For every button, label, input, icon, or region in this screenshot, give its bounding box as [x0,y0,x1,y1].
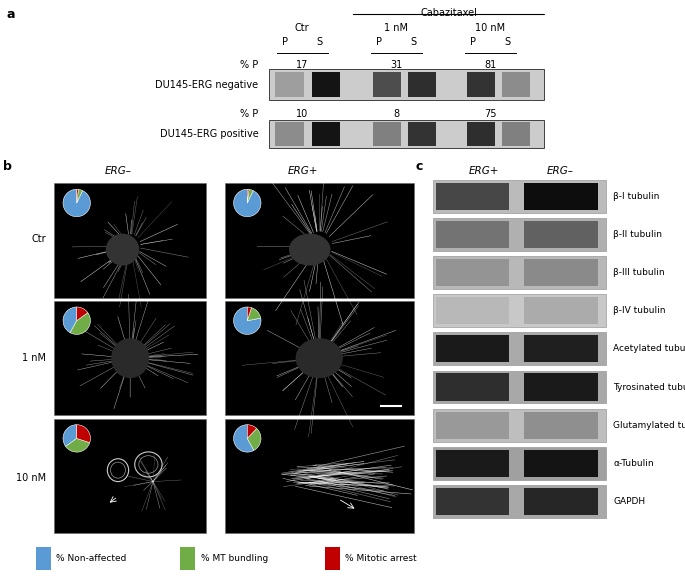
Text: P: P [377,37,382,48]
FancyBboxPatch shape [436,221,509,248]
FancyBboxPatch shape [525,450,598,477]
FancyBboxPatch shape [525,183,598,210]
FancyBboxPatch shape [525,259,598,286]
FancyBboxPatch shape [525,221,598,248]
FancyBboxPatch shape [433,371,606,404]
FancyBboxPatch shape [269,69,544,100]
Text: % P: % P [240,108,258,119]
Text: 10: 10 [296,108,308,119]
Text: 8: 8 [393,108,399,119]
Text: Tyrosinated tubulin: Tyrosinated tubulin [613,383,685,392]
FancyBboxPatch shape [433,409,606,441]
FancyBboxPatch shape [436,183,509,210]
FancyBboxPatch shape [180,547,195,570]
Text: Glutamylated tubulin: Glutamylated tubulin [613,420,685,430]
FancyBboxPatch shape [433,218,606,251]
FancyBboxPatch shape [525,412,598,438]
FancyBboxPatch shape [466,122,495,146]
Text: ERG+: ERG+ [288,166,318,176]
FancyBboxPatch shape [312,122,340,146]
Text: 75: 75 [484,108,497,119]
FancyBboxPatch shape [54,301,206,415]
Text: S: S [316,37,322,48]
FancyBboxPatch shape [436,412,509,438]
FancyBboxPatch shape [433,294,606,327]
FancyBboxPatch shape [433,447,606,480]
Text: β-III tubulin: β-III tubulin [613,268,664,277]
Text: 10 nM: 10 nM [16,473,46,483]
Text: β-II tubulin: β-II tubulin [613,230,662,239]
FancyBboxPatch shape [54,183,206,298]
Text: Ctr: Ctr [295,23,310,34]
FancyBboxPatch shape [373,122,401,146]
Text: P: P [282,37,288,48]
Text: c: c [415,160,423,173]
Text: S: S [410,37,416,48]
FancyBboxPatch shape [225,419,414,533]
Text: S: S [504,37,510,48]
Text: b: b [3,160,12,173]
Text: β-I tubulin: β-I tubulin [613,192,660,201]
FancyBboxPatch shape [433,256,606,289]
Text: % Non-affected: % Non-affected [56,554,127,563]
FancyBboxPatch shape [436,259,509,286]
Text: 10 nM: 10 nM [475,23,506,34]
FancyBboxPatch shape [436,297,509,324]
FancyBboxPatch shape [54,419,206,533]
FancyBboxPatch shape [225,301,414,415]
Text: Acetylated tubulin: Acetylated tubulin [613,345,685,353]
Text: 81: 81 [484,60,497,70]
FancyBboxPatch shape [436,488,509,515]
FancyBboxPatch shape [269,120,544,148]
Text: α-Tubulin: α-Tubulin [613,459,653,468]
FancyBboxPatch shape [312,72,340,97]
Text: a: a [7,8,15,20]
Text: DU145-ERG negative: DU145-ERG negative [155,79,258,89]
FancyBboxPatch shape [408,122,436,146]
Text: ERG+: ERG+ [469,166,499,176]
FancyBboxPatch shape [436,335,509,362]
Text: 1 nM: 1 nM [22,353,46,363]
Text: 31: 31 [390,60,402,70]
FancyBboxPatch shape [36,547,51,570]
Text: % MT bundling: % MT bundling [201,554,268,563]
Text: % Mitotic arrest: % Mitotic arrest [345,554,416,563]
Text: ERG–: ERG– [104,166,132,176]
FancyBboxPatch shape [525,374,598,401]
Ellipse shape [111,338,149,378]
FancyBboxPatch shape [502,72,530,97]
FancyBboxPatch shape [373,72,401,97]
Text: ERG–: ERG– [547,166,573,176]
Text: 17: 17 [296,60,308,70]
Text: DU145-ERG positive: DU145-ERG positive [160,129,258,139]
Text: β-IV tubulin: β-IV tubulin [613,306,666,315]
FancyBboxPatch shape [275,122,303,146]
FancyBboxPatch shape [225,183,414,298]
FancyBboxPatch shape [466,72,495,97]
FancyBboxPatch shape [436,450,509,477]
FancyBboxPatch shape [433,332,606,365]
Text: GAPDH: GAPDH [613,497,645,506]
FancyBboxPatch shape [525,488,598,515]
Text: P: P [471,37,476,48]
Text: Cabazitaxel: Cabazitaxel [420,8,477,17]
FancyBboxPatch shape [433,485,606,518]
FancyBboxPatch shape [325,547,340,570]
Ellipse shape [289,234,331,266]
FancyBboxPatch shape [525,297,598,324]
FancyBboxPatch shape [502,122,530,146]
Ellipse shape [105,234,139,266]
FancyBboxPatch shape [275,72,303,97]
FancyBboxPatch shape [408,72,436,97]
Text: 1 nM: 1 nM [384,23,408,34]
FancyBboxPatch shape [525,335,598,362]
FancyBboxPatch shape [433,180,606,213]
Ellipse shape [295,338,342,378]
FancyBboxPatch shape [436,374,509,401]
Text: Ctr: Ctr [32,234,46,244]
Text: % P: % P [240,60,258,70]
